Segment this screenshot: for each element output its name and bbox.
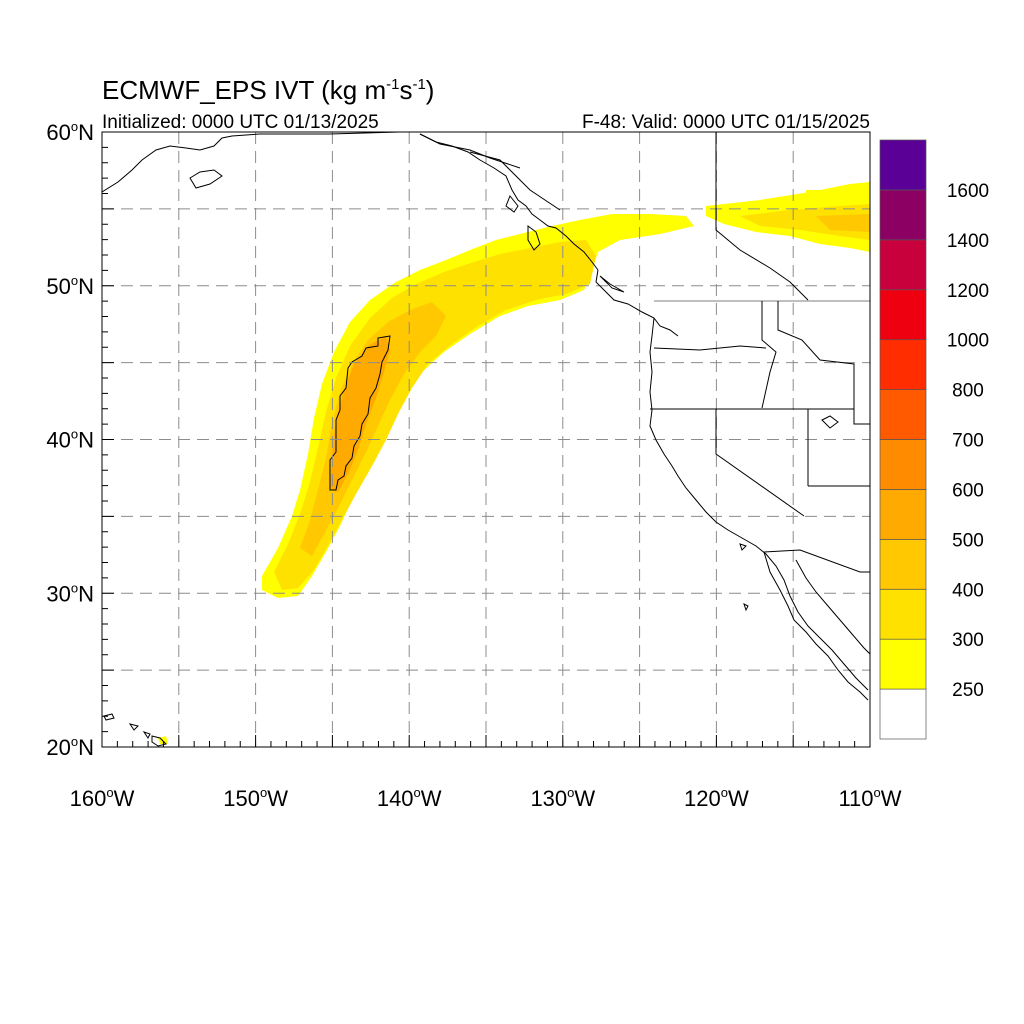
lat-label: 60oN [46, 119, 94, 145]
longitude-labels: 160oW 150oW 140oW 130oW 120oW 110oW [70, 785, 902, 811]
lat-label: 20oN [46, 734, 94, 760]
ivt-contour-fill [740, 204, 870, 240]
colorbar-label: 1400 [947, 231, 989, 252]
colorbar-swatch [879, 588, 927, 640]
valid-time-label: F-48: Valid: 0000 UTC 01/15/2025 [582, 112, 870, 133]
lat-label: 50oN [46, 273, 94, 299]
colorbar-swatch [879, 538, 927, 590]
ivt-contour-fill [806, 190, 820, 198]
ivt-shading [158, 182, 870, 744]
ivt-contour-fill [330, 336, 390, 492]
latitude-labels: 60oN 50oN 40oN 30oN 20oN [46, 119, 94, 760]
lon-label: 110oW [838, 785, 901, 811]
coastlines [102, 132, 870, 747]
lon-label: 150oW [223, 785, 288, 811]
ivt-contour-fill [262, 214, 694, 598]
colorbar-swatch [879, 139, 927, 191]
colorbar-label: 600 [952, 480, 984, 501]
colorbar-label: 1000 [947, 331, 989, 352]
colorbar-label: 1600 [947, 181, 989, 202]
lon-label: 130oW [530, 785, 595, 811]
political-borders [419, 132, 870, 573]
map-title: ECMWF_EPS IVT (kg m-1s-1) [102, 75, 434, 105]
colorbar: 250 300 400 500 600 700 800 1000 1200 1400 1600 [879, 139, 989, 740]
colorbar-swatch [879, 339, 927, 390]
colorbar-label: 800 [952, 381, 984, 402]
colorbar-label: 250 [952, 680, 984, 701]
lon-label: 120oW [684, 785, 749, 811]
lat-label: 40oN [46, 427, 94, 453]
colorbar-label: 300 [952, 630, 984, 651]
colorbar-swatch [879, 638, 927, 690]
axis-ticks [101, 131, 871, 748]
colorbar-swatch [879, 489, 927, 540]
colorbar-label: 500 [952, 530, 984, 551]
colorbar-label: 700 [952, 431, 984, 452]
colorbar-swatch [879, 439, 927, 490]
colorbar-swatch [879, 688, 927, 740]
colorbar-swatch [879, 289, 927, 341]
colorbar-swatch [879, 239, 927, 291]
colorbar-swatch [879, 189, 927, 241]
ivt-contour-line [329, 335, 391, 491]
lat-label: 30oN [46, 580, 94, 606]
colorbar-swatch [879, 389, 927, 440]
ivt-contour-fill [816, 214, 870, 232]
lon-label: 140oW [377, 785, 442, 811]
plot-area [102, 132, 870, 747]
initialized-label: Initialized: 0000 UTC 01/13/2025 [102, 112, 379, 133]
colorbar-label: 1200 [947, 281, 989, 302]
lon-label: 160oW [70, 785, 135, 811]
colorbar-label: 400 [952, 580, 984, 601]
